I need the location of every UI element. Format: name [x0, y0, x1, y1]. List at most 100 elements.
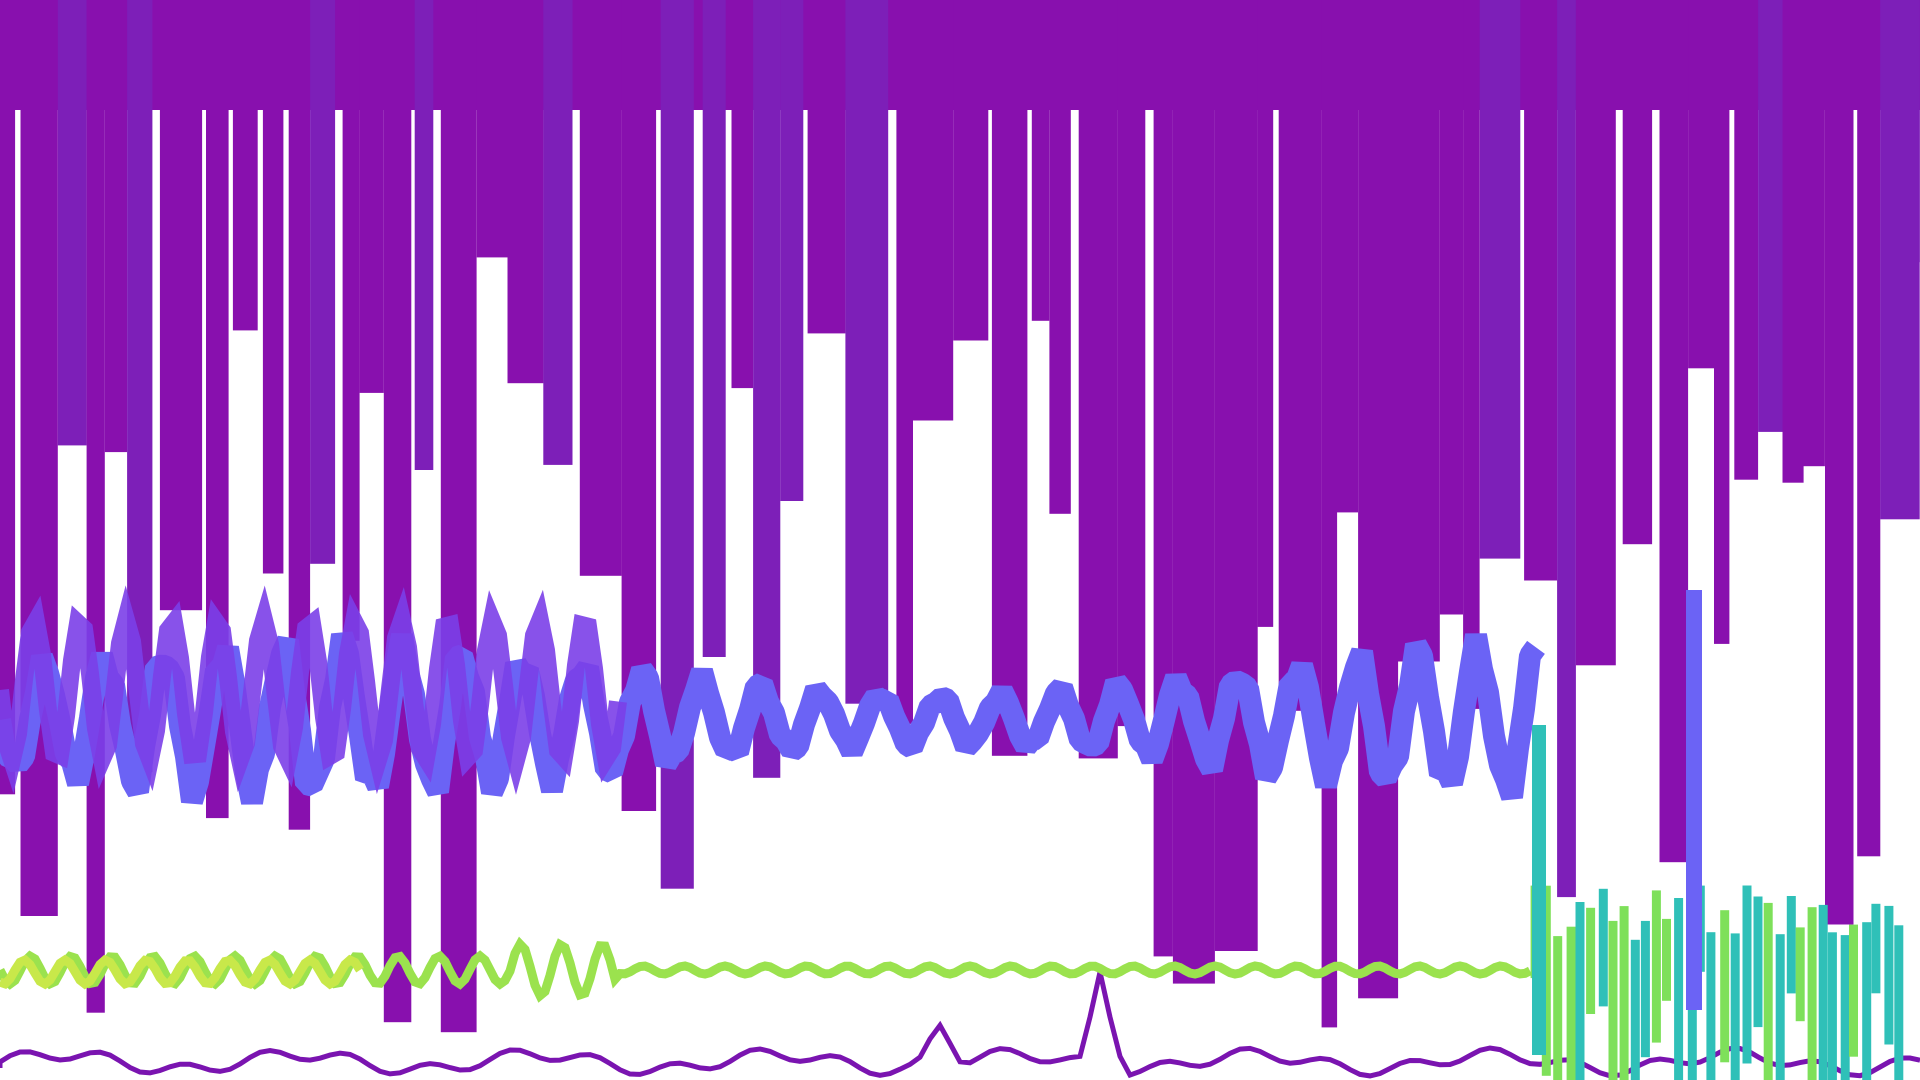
purple-bar: [896, 0, 913, 724]
cluster-bar: [1763, 902, 1773, 1080]
cluster-bar: [1795, 927, 1805, 1022]
bottom-purple-wave: [0, 971, 1920, 1079]
purple-bar: [440, 0, 477, 1033]
violet-wave-line: [0, 585, 627, 795]
purple-bar: [1758, 0, 1783, 432]
cluster-bar: [1630, 939, 1640, 1080]
purple-bar: [359, 0, 384, 393]
lower-green-wave: [0, 936, 1533, 1003]
cluster-bar: [1775, 934, 1785, 1080]
cluster-bar: [1827, 932, 1837, 1080]
purple-bar: [20, 0, 58, 916]
cluster-bar: [1884, 905, 1894, 1045]
purple-bar: [807, 0, 846, 334]
cluster-bar: [1849, 924, 1858, 1057]
purple-bar: [262, 0, 284, 574]
purple-bar: [414, 0, 434, 470]
cluster-bar: [1553, 936, 1563, 1080]
purple-bar: [1622, 0, 1653, 545]
purple-bar: [1117, 0, 1146, 727]
cluster-bar: [1807, 907, 1817, 1080]
purple-bar: [1714, 0, 1730, 644]
purple-bar: [1463, 0, 1480, 709]
purple-bar: [310, 0, 336, 564]
cluster-bar: [1619, 906, 1629, 1080]
purple-bar: [0, 0, 16, 795]
purple-bar: [991, 0, 1028, 756]
purple-bar: [1257, 0, 1274, 627]
purple-bar: [159, 0, 203, 611]
purple-bar: [953, 0, 989, 341]
purple-bar: [1524, 0, 1558, 581]
purple-bar: [383, 0, 412, 1023]
purple-bar: [1782, 0, 1804, 483]
purple-bar: [1688, 0, 1714, 369]
purple-bar: [1337, 0, 1358, 513]
purple-bar: [232, 0, 258, 331]
purple-bar: [1439, 0, 1464, 615]
purple-bar: [753, 0, 781, 778]
baseline-wave-line: [0, 971, 1920, 1079]
cluster-bar: [1575, 902, 1585, 1080]
purple-bar: [1153, 0, 1173, 957]
cluster-bar: [1786, 896, 1796, 994]
cluster-bar: [1753, 896, 1763, 1028]
purple-bar: [1278, 0, 1322, 711]
purple-bar: [913, 0, 954, 421]
cluster-bar: [1706, 932, 1716, 1080]
middle-blue-wave: [0, 585, 1545, 805]
purple-bar: [731, 0, 753, 389]
cluster-bar: [1566, 926, 1576, 1080]
purple-bar: [57, 0, 87, 446]
purple-bar: [1172, 0, 1215, 984]
cluster-bar: [1662, 918, 1671, 1001]
cluster-bar: [1598, 888, 1608, 1007]
top-purple-bars: [0, 0, 1920, 1033]
purple-bar: [1078, 0, 1118, 759]
purple-bar: [1575, 0, 1616, 666]
green-wave-line: [0, 936, 1533, 1003]
blue-wave-line: [0, 631, 1545, 805]
blue-spike: [1686, 590, 1702, 1010]
cluster-bar: [1541, 885, 1551, 1076]
purple-bar: [1803, 0, 1825, 467]
purple-bar: [1049, 0, 1071, 514]
purple-bar: [1398, 0, 1440, 662]
purple-bar: [543, 0, 573, 465]
purple-bar: [476, 0, 508, 258]
purple-bar: [1479, 0, 1521, 559]
cluster-bar: [1674, 898, 1684, 1080]
cluster-bar: [1862, 922, 1872, 1080]
cluster-bar: [1730, 933, 1740, 1080]
cluster-bar: [1840, 935, 1850, 1080]
teal-spike: [1532, 725, 1546, 1055]
purple-bar: [702, 0, 726, 657]
cluster-bar: [1871, 903, 1881, 994]
cluster-bar: [1608, 920, 1618, 1080]
purple-bar: [1214, 0, 1258, 951]
cluster-bar: [1742, 885, 1752, 1064]
purple-bar: [1734, 0, 1759, 480]
purple-bar: [1358, 0, 1399, 999]
purple-bar: [1857, 0, 1881, 857]
right-teal-cluster: [1530, 590, 1904, 1080]
purple-bar: [1557, 0, 1576, 898]
cluster-bar: [1720, 910, 1730, 1063]
purple-bar: [507, 0, 544, 384]
purple-bar: [579, 0, 622, 576]
purple-bar: [1825, 0, 1854, 925]
purple-bar: [342, 0, 360, 641]
cluster-bar: [1894, 925, 1904, 1080]
cluster-bar: [1640, 920, 1650, 1058]
yellowgreen-wave-line: [0, 954, 364, 990]
cluster-bar: [1586, 907, 1596, 1014]
purple-bar: [845, 0, 889, 704]
cluster-bar: [1818, 904, 1828, 1080]
purple-bar: [1321, 0, 1338, 1028]
purple-bar: [780, 0, 804, 501]
purple-bar: [1659, 0, 1689, 863]
purple-bar: [1880, 0, 1920, 520]
purple-bar: [1031, 0, 1050, 321]
